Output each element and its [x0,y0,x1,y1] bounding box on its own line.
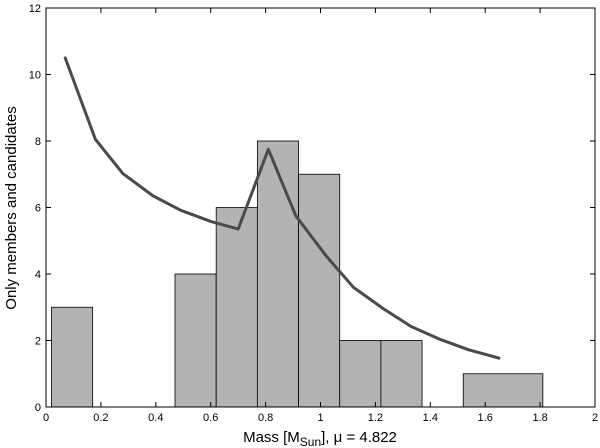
histogram-bar-5 [339,340,382,408]
histogram-bars [51,140,544,408]
fit-curve-line [63,56,501,360]
y-tick-label: 10 [29,70,41,82]
x-tick-label: 1 [317,412,323,424]
histogram-bar-0 [51,306,94,408]
fit-curve-layer [63,56,501,360]
x-axis-title-main: Mass [M [243,429,300,446]
x-axis-title: Mass [MSun], μ = 4.822 [243,429,397,448]
x-tick-label: 0.6 [203,412,218,424]
y-tick-label: 4 [35,269,41,281]
x-axis-title-suffix: ], μ = 4.822 [321,429,397,446]
histogram-bar-1 [174,273,217,408]
y-tick-label: 2 [35,336,41,348]
y-tick-label: 0 [35,402,41,414]
x-tick-label: 0.4 [148,412,163,424]
x-tick-label: 0 [43,412,49,424]
histogram-bar-7 [462,373,544,408]
y-axis-ticks: 0 2 4 6 8 10 12 [29,3,595,414]
x-axis-title-subscript: Sun [300,435,321,448]
x-tick-label: 0.8 [258,412,273,424]
x-tick-label: 2 [592,412,598,424]
y-tick-label: 12 [29,3,41,15]
x-tick-label: 1.8 [532,412,547,424]
y-tick-label: 8 [35,136,41,148]
x-tick-label: 1.6 [478,412,493,424]
x-tick-label: 0.2 [93,412,108,424]
y-tick-label: 6 [35,203,41,215]
histogram-bar-2 [215,207,258,408]
x-tick-label: 1.4 [423,412,438,424]
x-tick-label: 1.2 [368,412,383,424]
y-axis-title: Only members and candidates [3,106,20,309]
histogram-bar-4 [298,173,341,408]
x-axis-ticks: 0 0.2 0.4 0.6 0.8 1 1.2 1.4 1.6 1.8 2 [43,8,598,424]
histogram-bar-3 [256,140,299,408]
histogram-bar-6 [380,340,423,408]
